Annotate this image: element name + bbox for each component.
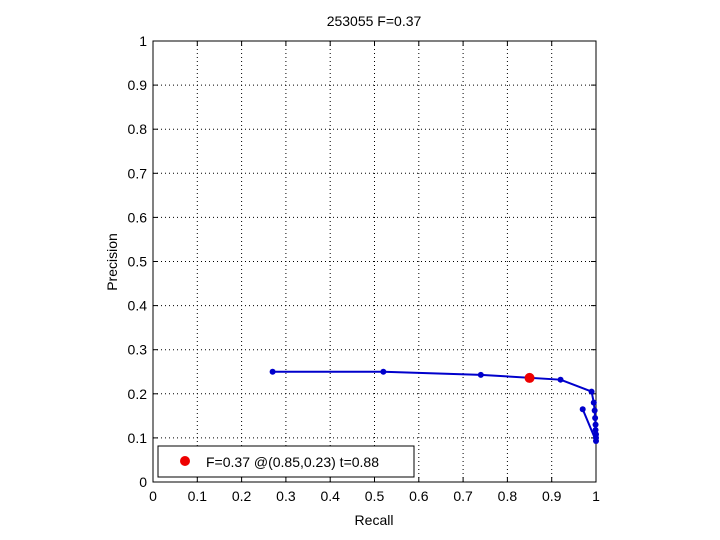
x-tick-label: 0.7 bbox=[453, 488, 473, 504]
y-tick-label: 1 bbox=[139, 33, 147, 49]
chart-title: 253055 F=0.37 bbox=[327, 13, 422, 29]
series-point bbox=[269, 368, 276, 375]
legend-box bbox=[157, 445, 415, 478]
series-point bbox=[590, 399, 597, 406]
series-point bbox=[380, 368, 387, 375]
series-point bbox=[557, 376, 564, 383]
y-tick-label: 0.8 bbox=[128, 121, 148, 137]
y-tick-label: 0.5 bbox=[128, 254, 148, 270]
plot-frame bbox=[152, 40, 597, 483]
y-tick-label: 0.9 bbox=[128, 77, 148, 93]
series-point bbox=[588, 388, 595, 395]
legend-text: F=0.37 @(0.85,0.23) t=0.88 bbox=[206, 454, 379, 470]
y-axis-label: Precision bbox=[104, 233, 120, 291]
x-tick-label: 0.5 bbox=[365, 488, 385, 504]
y-tick-label: 0.7 bbox=[128, 165, 148, 181]
y-tick-label: 0.6 bbox=[128, 209, 148, 225]
x-tick-labels: 0 0.1 0.2 0.3 0.4 0.5 0.6 0.7 0.8 0.9 1 bbox=[149, 488, 600, 504]
x-tick-label: 0.3 bbox=[276, 488, 296, 504]
x-tick-label: 0.2 bbox=[232, 488, 252, 504]
x-tick-label: 1 bbox=[592, 488, 600, 504]
series-point bbox=[592, 415, 599, 422]
y-tick-label: 0.1 bbox=[128, 430, 148, 446]
y-tick-label: 0.4 bbox=[128, 298, 148, 314]
legend: F=0.37 @(0.85,0.23) t=0.88 bbox=[157, 445, 415, 478]
x-tick-label: 0 bbox=[149, 488, 157, 504]
x-tick-label: 0.6 bbox=[409, 488, 429, 504]
x-axis-label: Recall bbox=[355, 512, 394, 528]
legend-marker bbox=[180, 456, 190, 466]
axis-ticks bbox=[152, 40, 597, 483]
series-group bbox=[269, 368, 599, 444]
optimal-f-point bbox=[524, 372, 535, 383]
y-tick-label: 0.3 bbox=[128, 342, 148, 358]
highlight-group bbox=[524, 372, 535, 383]
x-tick-label: 0.4 bbox=[320, 488, 340, 504]
grid bbox=[153, 41, 596, 482]
x-tick-label: 0.8 bbox=[498, 488, 518, 504]
x-tick-label: 0.9 bbox=[542, 488, 562, 504]
series-point bbox=[591, 407, 598, 414]
y-tick-label: 0.2 bbox=[128, 386, 148, 402]
series-point bbox=[477, 371, 484, 378]
y-tick-labels: 0 0.1 0.2 0.3 0.4 0.5 0.6 0.7 0.8 0.9 1 bbox=[128, 33, 148, 490]
series-point bbox=[593, 437, 599, 444]
y-tick-label: 0 bbox=[139, 474, 147, 490]
series-point bbox=[592, 421, 599, 428]
x-tick-label: 0.1 bbox=[188, 488, 208, 504]
series-point bbox=[579, 406, 586, 413]
series-point bbox=[592, 426, 599, 433]
